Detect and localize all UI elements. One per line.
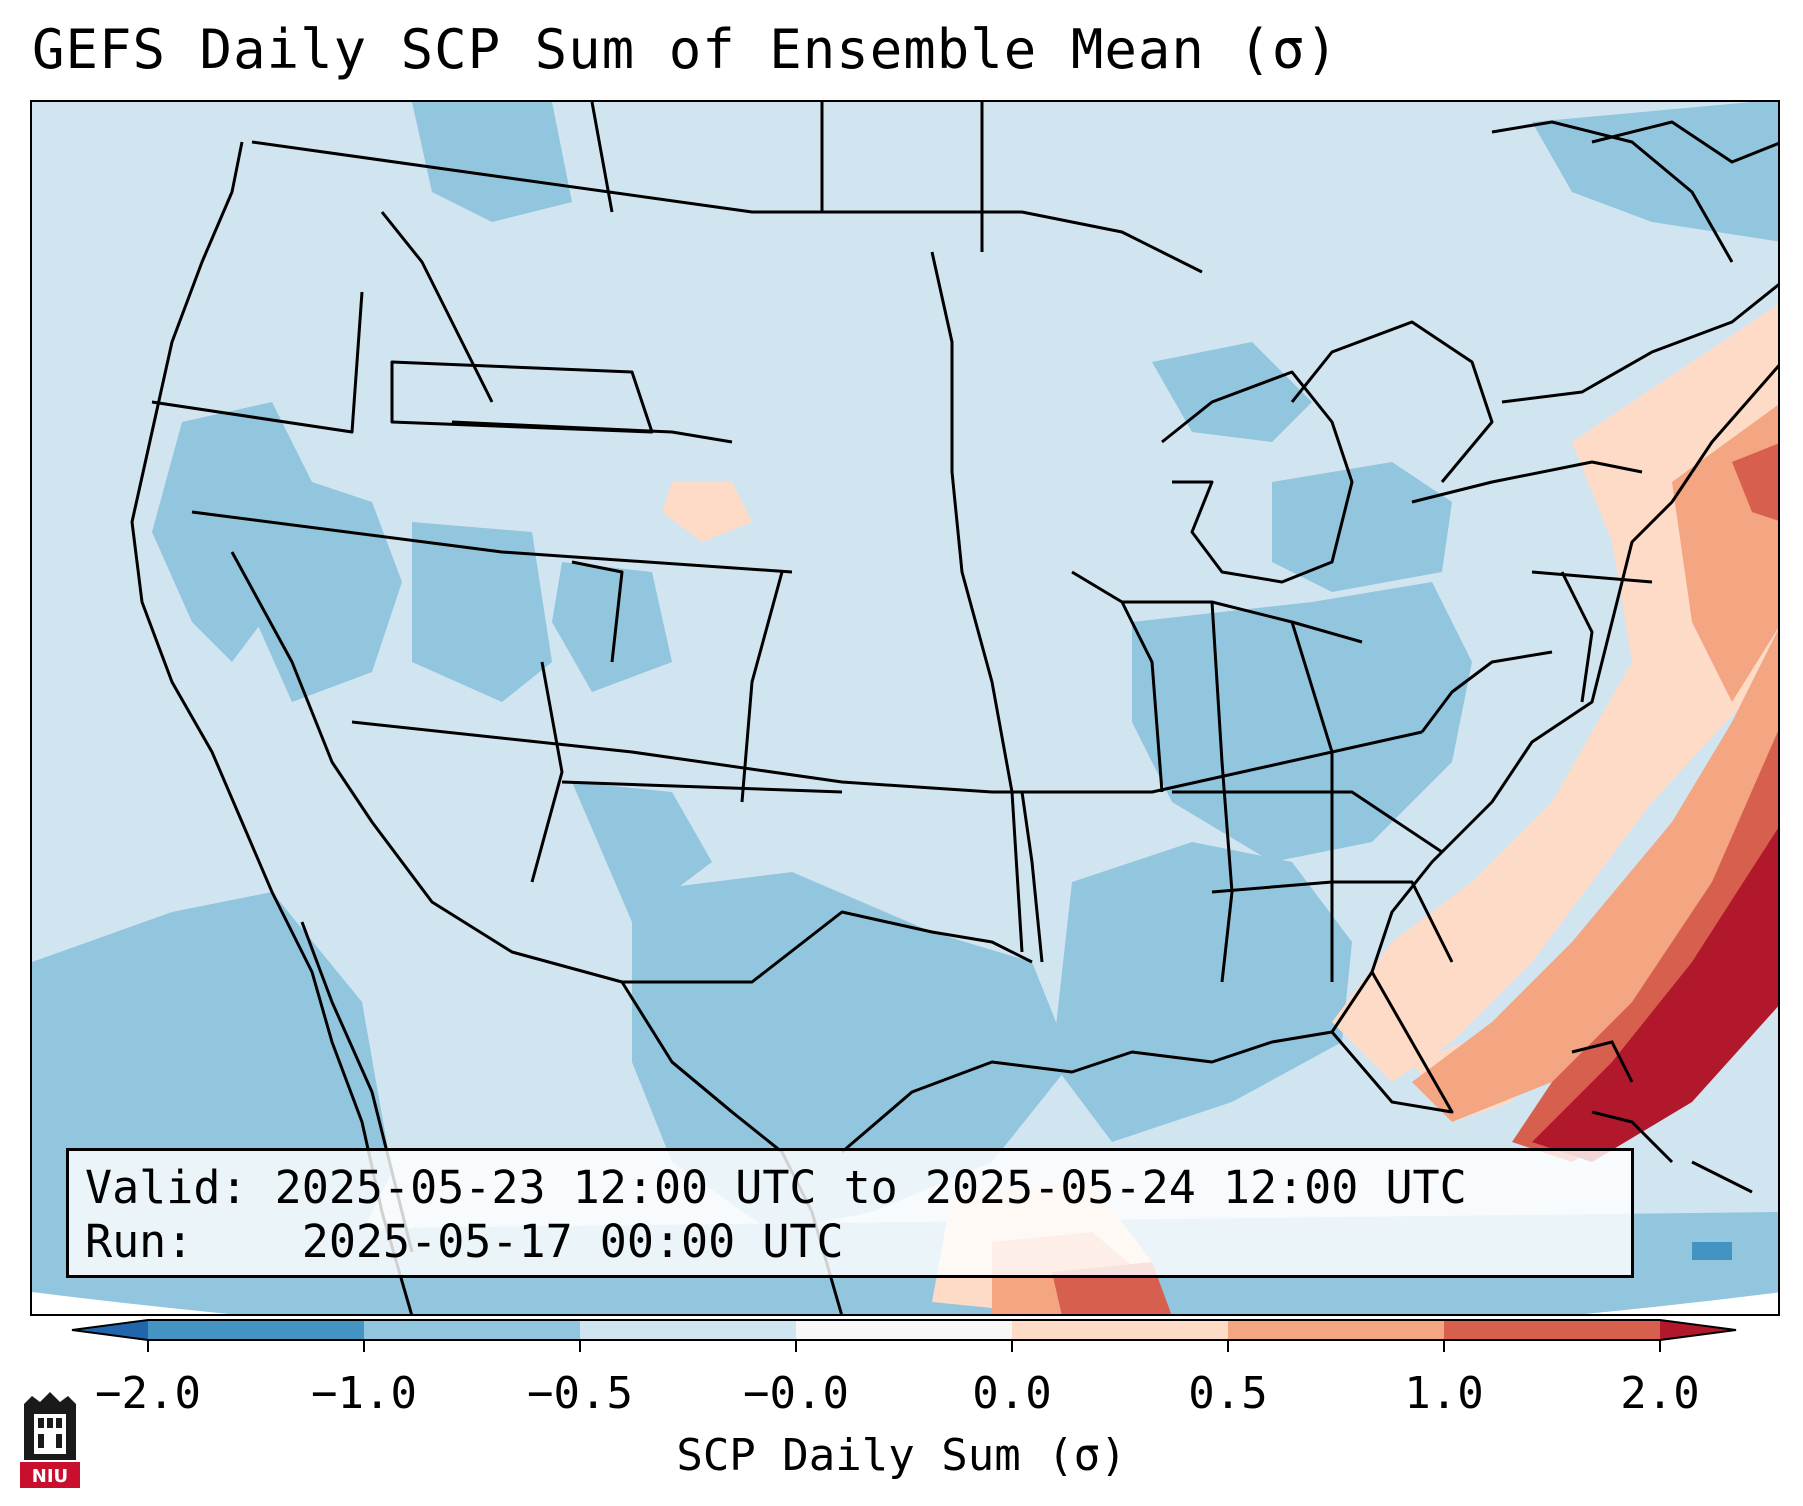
validity-info-box: Valid: 2025-05-23 12:00 UTC to 2025-05-2… <box>66 1148 1634 1278</box>
valid-label: Valid: <box>85 1161 248 1214</box>
colorbar-tick-label: 0.5 <box>1188 1368 1268 1419</box>
colorbar-bin-0-0 <box>796 1320 1012 1340</box>
colorbar-label: SCP Daily Sum (σ) <box>676 1430 1127 1481</box>
colorbar <box>71 1319 1737 1352</box>
valid-line: Valid: 2025-05-23 12:00 UTC to 2025-05-2… <box>85 1161 1631 1215</box>
field-neg-extreme-spot <box>1692 1242 1732 1260</box>
niu-logo: NIU <box>20 1392 80 1488</box>
run-value: 2025-05-17 00:00 UTC <box>301 1215 844 1268</box>
colorbar-bin-m2-m1 <box>148 1320 364 1340</box>
colorbar-bin-m05-m0 <box>580 1320 796 1340</box>
colorbar-under-arrow <box>72 1320 148 1340</box>
caribbean-islands <box>1571 1040 1753 1194</box>
niu-logo-text: NIU <box>32 1466 68 1487</box>
colorbar-bin-05-1 <box>1228 1320 1444 1340</box>
colorbar-bin-0-05 <box>1012 1320 1228 1340</box>
map-title: GEFS Daily SCP Sum of Ensemble Mean (σ) <box>32 18 1339 81</box>
colorbar-bin-m1-m05 <box>364 1320 580 1340</box>
colorbar-tick-label: −0.0 <box>743 1368 849 1419</box>
map-panel <box>30 100 1780 1316</box>
colorbar-tick-label: −2.0 <box>95 1368 201 1419</box>
colorbar-tick-label: 0.0 <box>972 1368 1052 1419</box>
run-label: Run: <box>85 1215 194 1268</box>
colorbar-bin-1-2 <box>1444 1320 1660 1340</box>
colorbar-tick-label: −1.0 <box>311 1368 417 1419</box>
colorbar-over-arrow <box>1660 1320 1736 1340</box>
scp-map <box>32 102 1778 1314</box>
colorbar-tick-label: −0.5 <box>527 1368 633 1419</box>
field-pos-extreme <box>1532 828 1778 1162</box>
colorbar-tick-marks <box>147 1340 1661 1352</box>
run-line: Run: 2025-05-17 00:00 UTC <box>85 1215 1631 1269</box>
colorbar-tick-label: 2.0 <box>1620 1368 1700 1419</box>
valid-value: 2025-05-23 12:00 UTC to 2025-05-24 12:00… <box>274 1161 1467 1214</box>
colorbar-tick-label: 1.0 <box>1404 1368 1484 1419</box>
coastlines-and-borders <box>130 102 1778 1314</box>
